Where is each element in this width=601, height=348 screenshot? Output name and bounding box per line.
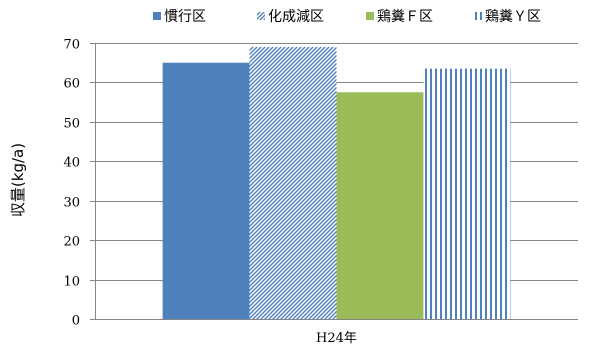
y-tick-label: 20 bbox=[63, 235, 80, 250]
bars bbox=[162, 46, 511, 320]
y-tick-label: 10 bbox=[63, 275, 80, 290]
y-tick-labels: 0 10 20 30 40 50 60 70 bbox=[63, 38, 80, 329]
y-tick-label: 0 bbox=[72, 314, 80, 329]
y-tick-label: 40 bbox=[63, 156, 80, 171]
legend-item: 鶏糞Ｙ区 bbox=[474, 9, 541, 25]
legend-item: 化成減区 bbox=[257, 8, 324, 25]
x-tick-labels: H24年 bbox=[316, 331, 357, 346]
legend-item: 鶏糞Ｆ区 bbox=[366, 9, 433, 25]
x-tick-label: H24年 bbox=[316, 331, 357, 346]
legend-swatch bbox=[153, 12, 161, 20]
y-axis-title: 収量(kg/a) bbox=[9, 143, 27, 217]
legend-item: 慣行区 bbox=[153, 8, 206, 25]
legend-label: 鶏糞Ｆ区 bbox=[377, 9, 433, 25]
legend-label: 慣行区 bbox=[164, 8, 206, 25]
y-tick-label: 60 bbox=[63, 77, 80, 92]
axes bbox=[95, 43, 578, 320]
y-tick-label: 50 bbox=[63, 117, 80, 132]
bar-1 bbox=[162, 62, 250, 319]
legend-swatch bbox=[257, 12, 265, 20]
legend-swatch bbox=[474, 12, 482, 20]
bar-2 bbox=[249, 46, 337, 319]
legend-label: 鶏糞Ｙ区 bbox=[485, 9, 541, 25]
bar-3 bbox=[336, 92, 424, 320]
legend-swatch bbox=[366, 12, 374, 20]
y-tick-label: 30 bbox=[63, 196, 80, 211]
y-tick-label: 70 bbox=[63, 38, 80, 53]
legend: 慣行区 化成減区 鶏糞Ｆ区 鶏糞Ｙ区 bbox=[153, 8, 541, 25]
legend-label: 化成減区 bbox=[268, 8, 324, 25]
bar-4 bbox=[423, 68, 511, 319]
